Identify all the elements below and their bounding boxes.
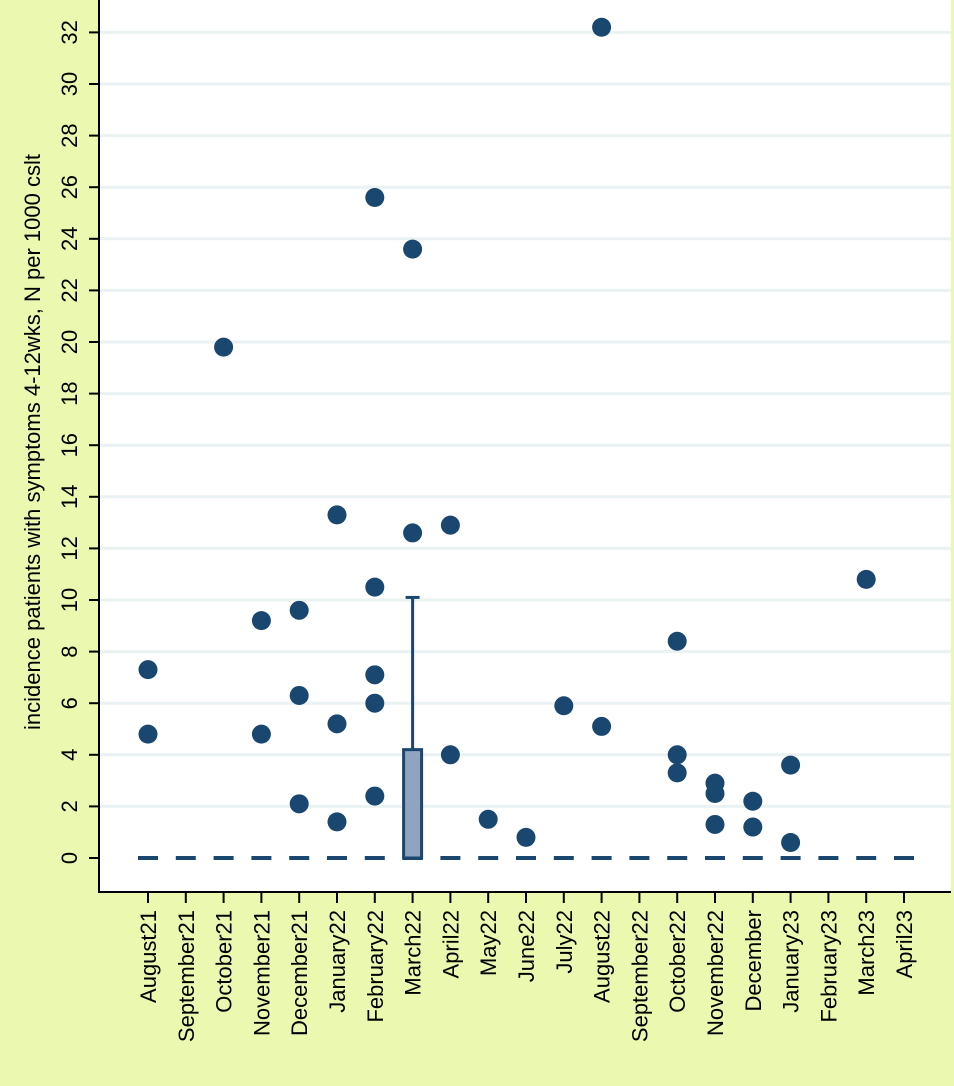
y-tick-label: 16 <box>57 433 82 457</box>
x-tick-label: August21 <box>136 910 161 1003</box>
grid-lines <box>99 30 951 808</box>
y-tick-label: 18 <box>57 381 82 405</box>
outlier-point <box>781 755 801 775</box>
y-tick-label: 32 <box>57 20 82 44</box>
outlier-point <box>554 696 574 716</box>
y-tick-label: 30 <box>57 72 82 96</box>
x-tick-label: October21 <box>212 910 237 1013</box>
x-tick-label: September21 <box>174 910 199 1042</box>
y-tick-label: 8 <box>57 645 82 657</box>
x-tick-label: October22 <box>665 910 690 1013</box>
outlier-point <box>856 569 876 589</box>
outlier-point <box>138 660 158 680</box>
x-tick-label: June22 <box>514 910 539 982</box>
outlier-point <box>138 724 158 744</box>
x-tick-label: August22 <box>590 910 615 1003</box>
outlier-point <box>592 716 612 736</box>
outlier-point <box>667 763 687 783</box>
outlier-point <box>781 833 801 853</box>
x-tick-label: April23 <box>892 910 917 978</box>
outlier-point <box>365 665 385 685</box>
outlier-point <box>667 745 687 765</box>
outlier-point <box>403 523 423 543</box>
x-tick-label: January22 <box>325 910 350 1013</box>
outlier-point <box>403 239 423 259</box>
outlier-point <box>667 631 687 651</box>
outlier-point <box>327 505 347 525</box>
y-tick-label: 14 <box>57 485 82 509</box>
outlier-point <box>365 693 385 713</box>
y-tick-label: 26 <box>57 175 82 199</box>
x-tick-label: November21 <box>249 910 274 1036</box>
outlier-point <box>251 724 271 744</box>
x-tick-label: September22 <box>627 910 652 1042</box>
outlier-point <box>289 685 309 705</box>
y-tick-label: 24 <box>57 227 82 251</box>
outlier-point <box>705 784 725 803</box>
outlier-point <box>327 714 347 734</box>
y-axis-label: incidence patients with symptoms 4-12wks… <box>20 154 45 730</box>
x-tick-label: March23 <box>854 910 879 996</box>
boxes <box>402 595 424 860</box>
y-tick-label: 0 <box>57 852 82 864</box>
x-tick-label: November22 <box>703 910 728 1036</box>
x-tick-label: January23 <box>779 910 804 1013</box>
x-tick-label: February23 <box>816 910 841 1023</box>
x-tick-label: July22 <box>552 910 577 974</box>
outlier-point <box>365 577 385 597</box>
y-tick-label: 4 <box>57 749 82 761</box>
outlier-points <box>138 17 876 853</box>
outlier-point <box>440 745 460 765</box>
x-ticks: August21 September21 October21 November21 De… <box>136 893 917 1042</box>
outlier-point <box>289 600 309 620</box>
outlier-point <box>440 515 460 535</box>
outlier-point <box>516 827 536 847</box>
x-tick-label: April22 <box>438 910 463 978</box>
y-tick-label: 22 <box>57 278 82 302</box>
outlier-point <box>327 812 347 832</box>
y-tick-label: 20 <box>57 330 82 354</box>
outlier-point <box>705 814 725 834</box>
outlier-point <box>743 817 763 837</box>
outlier-point <box>743 791 763 811</box>
outlier-point <box>365 188 385 208</box>
x-tick-label: February22 <box>363 910 388 1023</box>
outlier-point <box>592 17 612 37</box>
outlier-point <box>365 786 385 806</box>
box-rect <box>402 748 424 860</box>
y-tick-label: 10 <box>57 588 82 612</box>
outlier-point <box>251 611 271 631</box>
y-tick-label: 2 <box>57 800 82 812</box>
x-tick-label: December <box>741 910 766 1011</box>
outlier-point <box>478 809 498 829</box>
outlier-point <box>214 337 234 357</box>
x-tick-label: March22 <box>401 910 426 996</box>
x-tick-label: December21 <box>287 910 312 1036</box>
outlier-point <box>289 794 309 814</box>
y-tick-label: 28 <box>57 123 82 147</box>
y-tick-label: 12 <box>57 536 82 560</box>
y-tick-label: 6 <box>57 697 82 709</box>
x-tick-label: May22 <box>476 910 501 976</box>
